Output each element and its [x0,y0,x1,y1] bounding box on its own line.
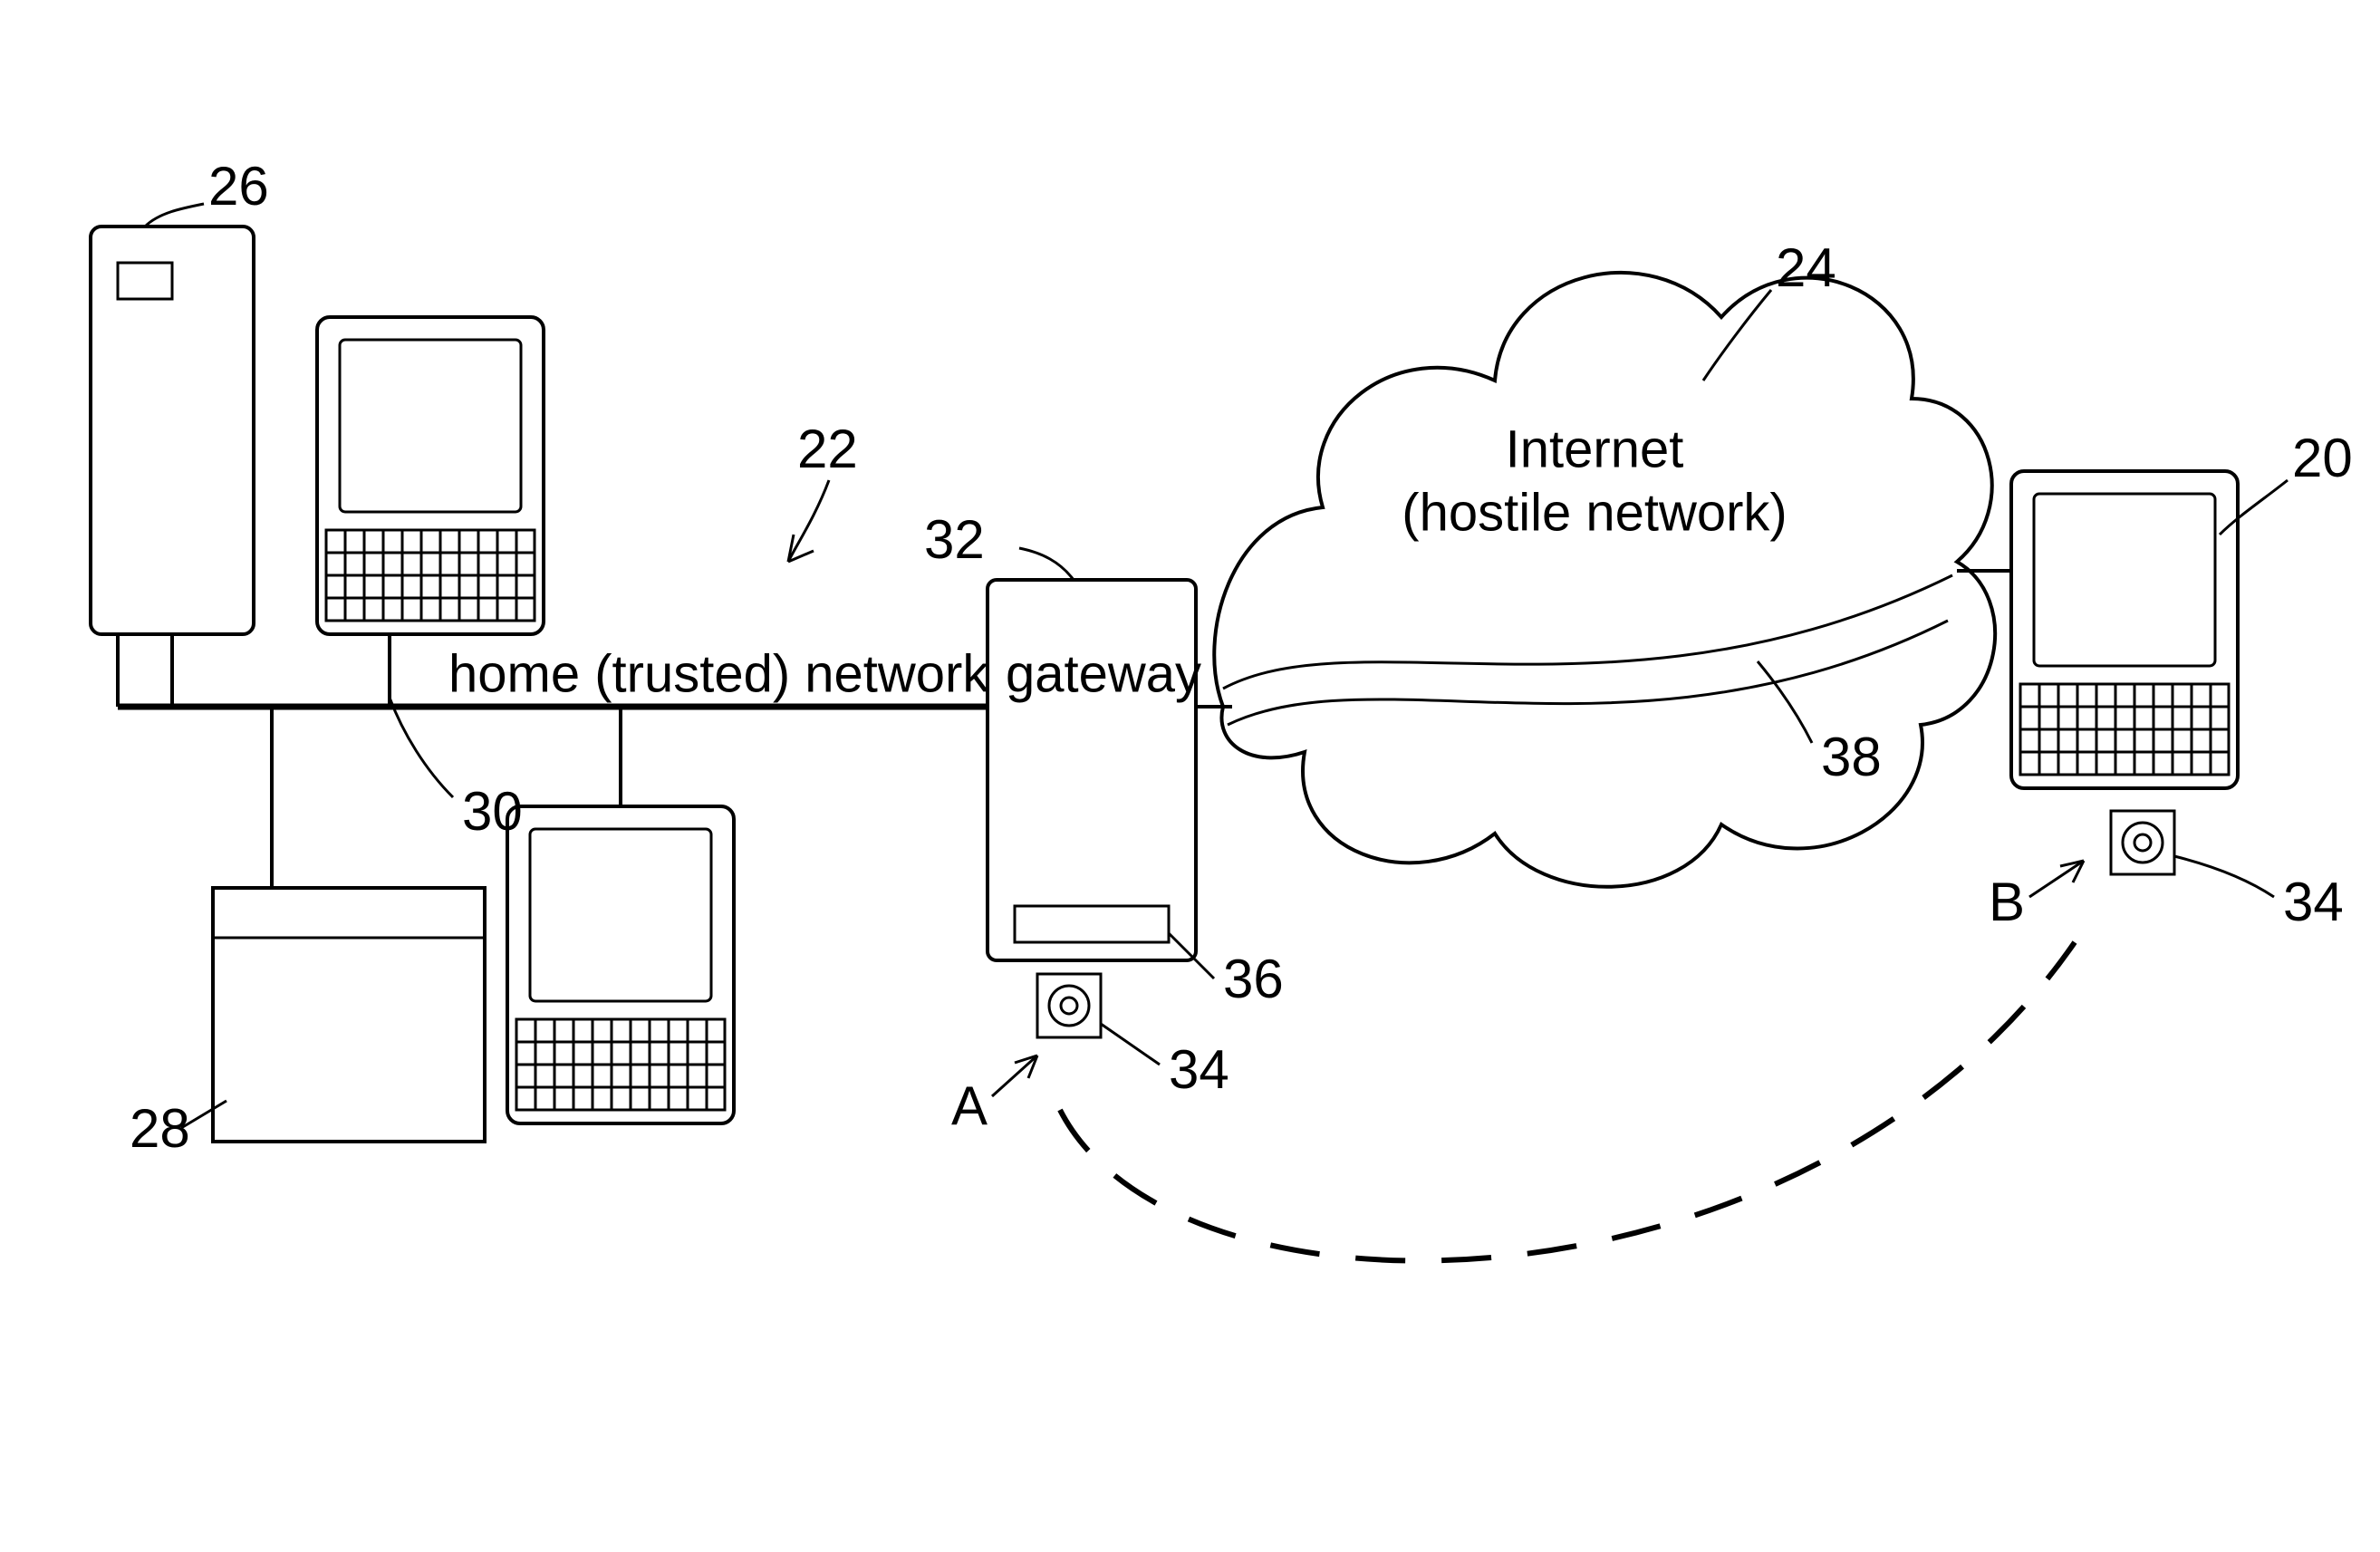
ref-22: 22 [797,419,858,479]
tunnel-upper [1223,575,1952,689]
pc-20 [1957,471,2238,874]
server-26 [91,227,254,707]
box-28 [213,707,485,1142]
ref-34a: 34 [1169,1039,1229,1100]
gateway-label: gateway [1006,644,1201,703]
pc-30 [507,707,734,1123]
ref-38: 38 [1821,727,1882,787]
ref-32: 32 [924,509,985,570]
ref-30: 30 [462,781,523,842]
ref-24: 24 [1776,237,1836,298]
ref-36: 36 [1223,949,1284,1009]
ref-28: 28 [130,1098,190,1159]
internet-line2: (hostile network) [1402,483,1787,542]
ref-34b: 34 [2283,872,2344,932]
disk-slot-36 [1015,906,1169,942]
dashed-path-a-b [1060,942,2075,1261]
ref-26: 26 [208,156,269,217]
home-network-label: home (trusted) network [448,644,989,703]
ref-20: 20 [2292,428,2353,488]
tunnel-lower [1228,621,1948,725]
disk-a [1037,974,1101,1037]
cloud-internet [1214,273,1995,887]
internet-line1: Internet [1506,419,1684,478]
letter-a: A [951,1075,988,1136]
letter-b: B [1989,872,2025,932]
disk-b [2111,811,2174,874]
